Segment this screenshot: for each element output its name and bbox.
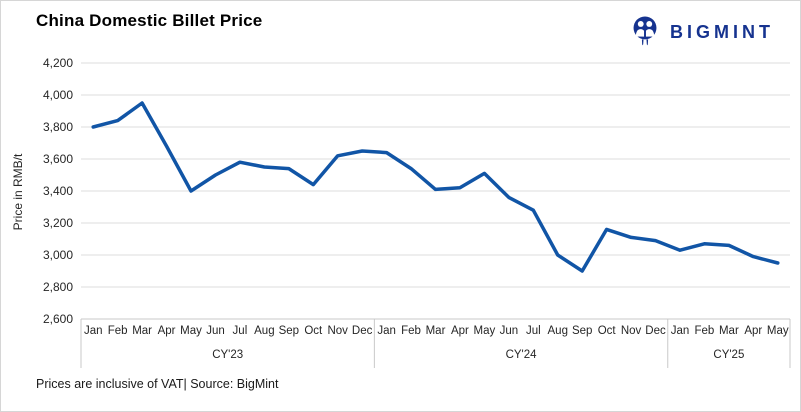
x-tick-label: Feb [108, 325, 128, 337]
x-tick-label: Aug [254, 325, 274, 337]
x-tick-label: Mar [132, 325, 152, 337]
x-tick-label: Nov [327, 325, 348, 337]
x-tick-label: Mar [426, 325, 446, 337]
y-tick-label: 2,800 [43, 280, 73, 294]
chart-title: China Domestic Billet Price [36, 11, 263, 30]
x-tick-label: Dec [645, 325, 666, 337]
x-tick-label: Sep [572, 325, 592, 337]
x-tick-label: Jul [526, 325, 541, 337]
y-tick-label: 3,000 [43, 248, 73, 262]
x-tick-label: May [474, 325, 496, 337]
x-tick-label: Jul [233, 325, 248, 337]
x-tick-label: Jan [84, 325, 103, 337]
x-tick-label: Dec [352, 325, 373, 337]
bigmint-logo: BIGMINT [627, 14, 774, 50]
y-tick-label: 4,200 [43, 56, 73, 70]
x-tick-label: Jan [671, 325, 690, 337]
x-tick-label: May [767, 325, 789, 337]
x-tick-label: Oct [598, 325, 617, 337]
x-tick-label: Mar [719, 325, 739, 337]
x-tick-label: Apr [744, 325, 762, 337]
x-tick-label: Feb [401, 325, 421, 337]
y-tick-label: 3,400 [43, 184, 73, 198]
y-tick-label: 2,600 [43, 312, 73, 326]
x-tick-label: Oct [304, 325, 323, 337]
price-series-line [91, 101, 780, 273]
x-tick-label: May [180, 325, 202, 337]
y-tick-label: 4,000 [43, 88, 73, 102]
x-tick-label: Apr [451, 325, 469, 337]
x-tick-label: Apr [158, 325, 176, 337]
x-tick-label: Jun [206, 325, 225, 337]
x-tick-label: Jun [500, 325, 519, 337]
x-tick-label: Nov [621, 325, 642, 337]
y-tick-label: 3,800 [43, 120, 73, 134]
x-tick-label: Sep [279, 325, 299, 337]
year-label: CY'23 [212, 349, 243, 361]
bigmint-logo-text: BIGMINT [670, 21, 774, 42]
y-tick-label: 3,200 [43, 216, 73, 230]
bigmint-people-icon [633, 16, 657, 46]
year-label: CY'25 [713, 349, 744, 361]
x-tick-label: Aug [548, 325, 568, 337]
x-tick-label: Jan [377, 325, 396, 337]
year-label: CY'24 [506, 349, 538, 361]
y-tick-label: 3,600 [43, 152, 73, 166]
x-tick-label: Feb [695, 325, 715, 337]
source-note: Prices are inclusive of VAT| Source: Big… [36, 377, 279, 391]
